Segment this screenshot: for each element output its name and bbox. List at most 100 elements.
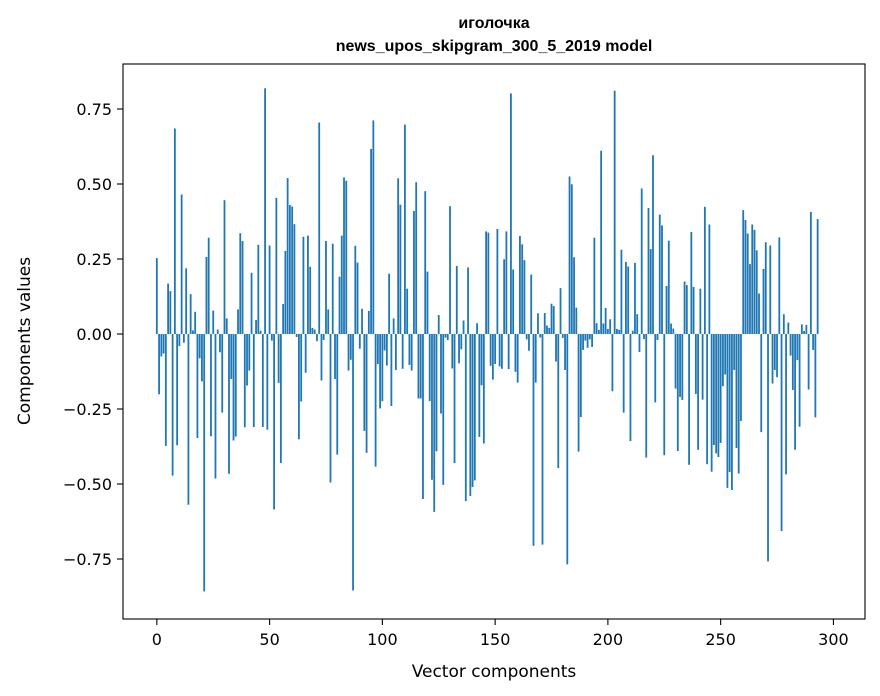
- bar: [557, 334, 560, 469]
- x-tick-label: 0: [152, 630, 162, 649]
- bar: [622, 334, 625, 413]
- bar: [710, 334, 713, 472]
- bar: [733, 334, 736, 370]
- bar: [162, 334, 165, 354]
- bar: [336, 334, 339, 455]
- bar: [212, 310, 215, 334]
- bar: [442, 334, 445, 485]
- bar: [816, 219, 819, 334]
- bar: [496, 229, 499, 334]
- bar: [760, 334, 763, 433]
- bar: [345, 180, 348, 334]
- bar: [588, 334, 591, 340]
- bar: [604, 307, 607, 334]
- bar: [726, 334, 729, 488]
- bar: [449, 206, 451, 334]
- bar: [764, 242, 767, 334]
- bar: [397, 178, 400, 334]
- bar: [383, 334, 386, 351]
- bar: [740, 334, 742, 421]
- bar: [785, 334, 787, 475]
- bar: [809, 211, 812, 334]
- bar: [523, 260, 526, 334]
- bar: [198, 334, 201, 359]
- bar: [600, 150, 603, 334]
- bar: [356, 262, 359, 334]
- y-tick-label: −0.50: [63, 475, 112, 494]
- bar: [268, 245, 271, 334]
- bar: [325, 241, 327, 334]
- bar: [593, 237, 596, 334]
- bar: [367, 310, 370, 334]
- bar: [275, 197, 278, 334]
- bar: [365, 334, 368, 453]
- bar: [758, 293, 760, 334]
- bar: [469, 334, 472, 496]
- bar: [374, 334, 377, 467]
- bar: [584, 334, 587, 341]
- bar: [428, 334, 431, 402]
- bar: [467, 267, 469, 334]
- bar: [392, 318, 395, 334]
- bar: [252, 334, 255, 427]
- bar: [521, 244, 524, 334]
- bar: [349, 334, 352, 360]
- bar: [419, 334, 422, 399]
- bar: [446, 334, 449, 340]
- bar: [225, 318, 228, 334]
- bar: [625, 262, 627, 334]
- bar: [661, 225, 663, 334]
- bar: [343, 177, 345, 334]
- bar: [735, 334, 738, 448]
- bar: [629, 334, 632, 442]
- bar: [670, 323, 672, 334]
- bar: [767, 334, 769, 562]
- bar: [694, 334, 697, 394]
- bar: [302, 236, 305, 334]
- bar: [239, 233, 242, 334]
- bar: [185, 268, 188, 334]
- bar: [564, 334, 566, 370]
- bar: [780, 334, 783, 532]
- bar: [498, 334, 501, 367]
- bar: [388, 273, 391, 334]
- bar: [164, 334, 167, 446]
- bar: [462, 320, 465, 334]
- bar: [413, 211, 415, 334]
- bar: [539, 334, 542, 338]
- bar: [228, 334, 230, 474]
- bar: [663, 334, 666, 456]
- bar: [525, 334, 528, 340]
- bar: [243, 334, 246, 428]
- bar: [789, 334, 792, 356]
- bar: [201, 334, 203, 382]
- bar: [311, 328, 314, 334]
- bar: [591, 334, 593, 347]
- bar: [753, 229, 756, 334]
- bar: [189, 294, 192, 334]
- bar: [715, 334, 718, 454]
- bar: [796, 334, 799, 361]
- bar: [471, 334, 474, 487]
- bar: [737, 334, 740, 474]
- bar: [203, 334, 206, 592]
- bar: [464, 334, 467, 502]
- bar: [169, 291, 172, 334]
- bar: [618, 329, 621, 334]
- bar: [647, 208, 650, 334]
- bar: [171, 334, 174, 476]
- bar: [489, 334, 492, 366]
- bar: [205, 256, 208, 334]
- bar: [214, 334, 217, 479]
- bar: [320, 334, 323, 381]
- bar: [401, 334, 404, 369]
- bar: [602, 323, 605, 334]
- bar: [672, 328, 675, 334]
- bar: [406, 288, 409, 334]
- bar: [399, 204, 402, 334]
- bar: [277, 334, 280, 383]
- bar: [180, 194, 183, 334]
- bar: [699, 288, 702, 334]
- bar: [514, 334, 517, 372]
- bar: [234, 334, 237, 437]
